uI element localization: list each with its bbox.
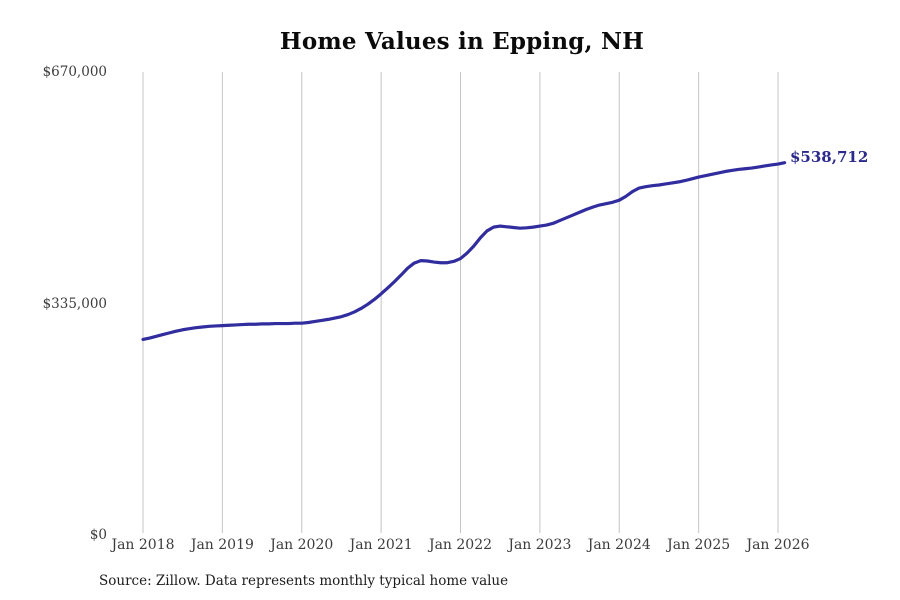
x-axis-tick-label: Jan 2022	[428, 537, 493, 553]
x-axis-tick-label: Jan 2024	[587, 537, 651, 553]
x-axis-tick-label: Jan 2021	[349, 537, 413, 553]
x-axis-tick-label: Jan 2023	[508, 537, 572, 553]
home-value-line	[141, 161, 787, 342]
y-axis-tick-label: $0	[89, 527, 107, 543]
x-axis-tick-label: Jan 2018	[111, 537, 175, 553]
chart-title: Home Values in Epping, NH	[279, 28, 645, 55]
x-axis-tick-label: Jan 2019	[190, 537, 254, 553]
x-axis-tick-label: Jan 2025	[667, 537, 731, 553]
x-axis-tick-label: Jan 2020	[270, 537, 334, 553]
y-axis-tick-label: $670,000	[42, 64, 107, 80]
latest-value-label: $538,712	[790, 148, 869, 166]
source-note: Source: Zillow. Data represents monthly …	[99, 573, 509, 589]
y-axis-tick-label: $335,000	[42, 295, 107, 312]
x-axis-tick-label: Jan 2026	[746, 537, 810, 553]
